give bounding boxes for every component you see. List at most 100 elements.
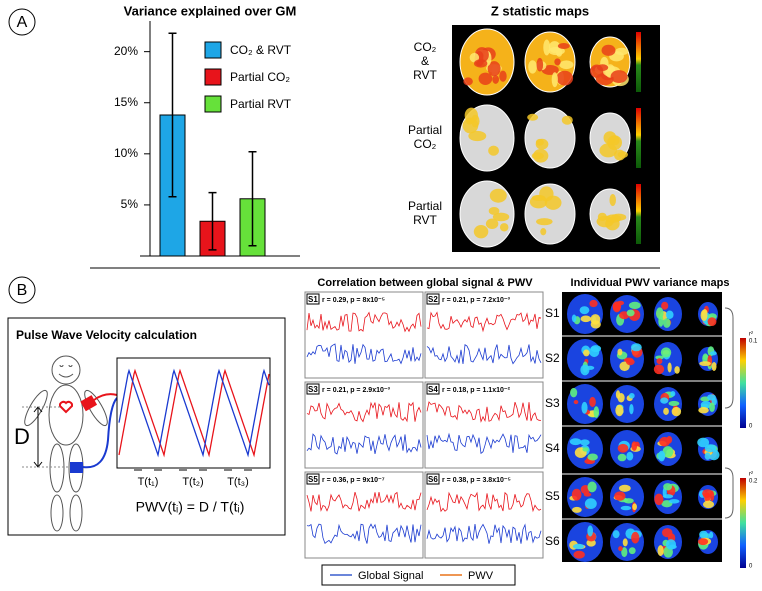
subject-label: S1 xyxy=(308,295,318,304)
brain-activation xyxy=(561,115,573,125)
panel-badge xyxy=(8,276,36,304)
z-row-label: RVT xyxy=(413,213,437,227)
brain-activation xyxy=(654,493,664,506)
brain-activation xyxy=(473,224,489,239)
pwv-map-panel xyxy=(562,292,722,562)
brain-activation xyxy=(711,362,717,371)
colorbar xyxy=(740,338,746,428)
brain-activation xyxy=(487,61,501,77)
brain-activation xyxy=(700,309,708,321)
brain-activation xyxy=(462,117,479,134)
brain-activation xyxy=(580,364,590,376)
brain-activation xyxy=(617,453,627,462)
brain-activation xyxy=(656,358,663,365)
z-colorbar-tick: 2.5 xyxy=(645,30,654,36)
subject-label: S3 xyxy=(545,396,560,410)
brain-activation xyxy=(699,530,708,539)
brain-activation xyxy=(570,387,578,398)
brain-activation xyxy=(468,130,487,142)
subject-stats: r = 0.36, p = 9x10⁻⁷ xyxy=(322,477,385,484)
brain-activation xyxy=(556,70,574,86)
z-row-label: CO₂ xyxy=(414,137,437,151)
legend-label: CO₂ & RVT xyxy=(230,43,292,57)
brain-activation xyxy=(590,345,602,353)
subject-label: S5 xyxy=(308,475,318,484)
legend-label: Partial RVT xyxy=(230,97,292,111)
z-colorbar-tick: 1.3 xyxy=(645,212,654,218)
panel-badge xyxy=(8,8,36,36)
error-bar xyxy=(208,191,217,251)
panel-label: A xyxy=(17,14,28,31)
trace xyxy=(306,343,422,365)
z-row-label: Partial xyxy=(408,123,442,137)
brain-activation xyxy=(478,72,493,85)
correlation-title: Correlation between global signal & PWV xyxy=(317,277,533,289)
trace xyxy=(426,311,542,333)
brain-activation xyxy=(615,390,621,399)
brain-activation xyxy=(488,207,500,215)
brain-activation xyxy=(485,218,499,229)
sensor-cable xyxy=(82,397,118,469)
brain-activation xyxy=(628,547,636,555)
legend-swatch xyxy=(204,41,222,59)
brain-activation xyxy=(473,59,488,68)
brain-activation xyxy=(540,228,547,236)
interval-label: T(t₁) xyxy=(138,476,159,488)
brain-activation xyxy=(661,301,669,310)
legend-swatch xyxy=(204,68,222,86)
z-colorbar-tick: 2.5 xyxy=(645,106,654,112)
brain-activation xyxy=(580,315,592,323)
y-tick-label: 5% xyxy=(121,197,139,211)
brain-activation xyxy=(589,396,596,408)
brain-activation xyxy=(610,70,628,83)
trace-panel xyxy=(304,291,424,379)
brain-activation xyxy=(710,351,717,356)
brain-activation xyxy=(628,392,635,399)
brain-activation xyxy=(587,481,597,493)
brain-activation xyxy=(557,42,570,49)
brain-activation xyxy=(583,349,590,357)
brain-activation xyxy=(621,547,628,558)
trace-panel xyxy=(424,291,544,379)
subject-label: S2 xyxy=(545,351,560,365)
subject-badge xyxy=(426,293,440,305)
pwv-title: Pulse Wave Velocity calculation xyxy=(16,328,197,342)
brain-activation xyxy=(658,450,666,462)
error-bar xyxy=(248,151,257,247)
brain-activation xyxy=(631,531,640,544)
subject-label: S4 xyxy=(428,385,438,394)
brain-activation xyxy=(531,194,546,201)
brain-activation xyxy=(583,492,592,497)
brain-activation xyxy=(499,70,507,82)
pulse-wave xyxy=(118,368,270,458)
brain-activation xyxy=(590,64,604,78)
brain-activation xyxy=(667,362,672,373)
brain-activation xyxy=(626,451,634,461)
brain-activation xyxy=(589,299,598,308)
brain-activation xyxy=(674,366,680,374)
brain-activation xyxy=(605,214,622,223)
subject-label: S5 xyxy=(545,489,560,503)
colorbar xyxy=(740,478,746,568)
waveform-box xyxy=(116,357,271,469)
legend-label: Global Signal xyxy=(358,570,423,582)
trace xyxy=(306,401,422,423)
brain-activation xyxy=(536,218,553,226)
legend-label: PWV xyxy=(468,570,494,582)
brain-activation xyxy=(704,444,717,453)
brain-activation xyxy=(572,506,582,513)
y-tick-label: 10% xyxy=(114,146,138,160)
brain-activation xyxy=(702,500,715,509)
brain-activation xyxy=(536,57,544,72)
brain-activation xyxy=(618,484,631,492)
brain-slice xyxy=(610,385,644,423)
colorbar-unit: r² xyxy=(749,472,753,478)
brain-activation xyxy=(551,72,558,88)
z-colorbar-tick: 0 xyxy=(645,242,649,248)
brain-activation xyxy=(535,138,549,150)
body-figure xyxy=(24,355,108,532)
brain-activation xyxy=(700,400,712,409)
brain-activation xyxy=(612,530,620,539)
brain-activation xyxy=(662,494,674,499)
trace xyxy=(426,344,542,365)
